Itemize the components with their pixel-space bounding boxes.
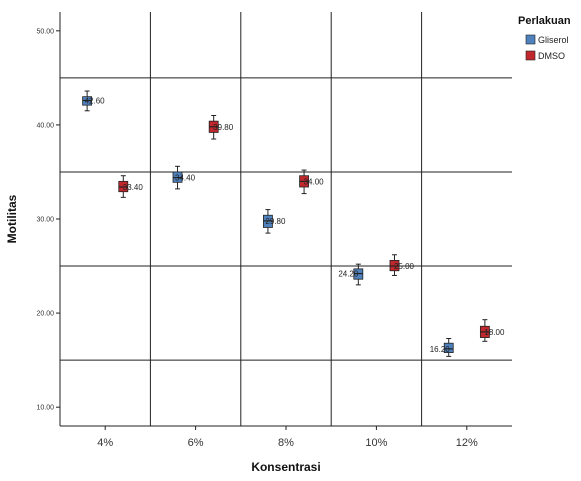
data-label: 16.20 [430,345,451,354]
box-gliserol-4pct [82,90,93,112]
y-tick-label: 10.00 [36,405,54,412]
box-dmso-12pct [479,319,490,342]
legend-swatch [525,50,536,61]
box-dmso-8pct [299,169,309,195]
box-gliserol-10pct [353,263,364,286]
x-axis-ticks: 4% 6% 8% 10% 12% [97,426,478,449]
box-body [443,342,454,354]
legend-title: Perlakuan [518,15,571,27]
y-axis-ticks: 10.00 20.00 30.00 40.00 50.00 [36,28,60,412]
x-axis-title: Konsentrasi [251,460,320,474]
legend-item-dmso: DMSO [525,50,565,61]
box-dmso-4pct [118,175,129,198]
x-tick-label: 8% [278,437,294,449]
x-tick-label: 6% [188,437,204,449]
data-label: 34.40 [175,174,196,183]
legend-label: Gliserol [538,35,569,45]
data-label: 42.60 [85,96,106,105]
legend: Perlakuan Gliserol DMSO [518,15,571,61]
x-tick-label: 10% [365,437,387,449]
box-gliserol-12pct [443,337,454,357]
grid-lines [60,12,512,426]
legend-swatch [525,34,536,45]
box-dmso-10pct [389,254,400,276]
y-tick-label: 20.00 [36,311,54,318]
data-label: 18.00 [484,328,505,337]
x-tick-label: 4% [97,437,113,449]
data-label: 24.20 [338,270,359,279]
box-marks [82,90,490,357]
legend-label: DMSO [538,51,565,61]
legend-item-gliserol: Gliserol [525,34,569,45]
y-tick-label: 40.00 [36,122,54,129]
x-tick-label: 12% [456,437,478,449]
data-label: 39.80 [213,123,234,132]
y-tick-label: 50.00 [36,28,54,35]
data-label: 29.80 [265,217,286,226]
box-gliserol-6pct [172,165,183,190]
plot-frame [59,12,512,427]
data-labels: 42.60 34.40 29.80 24.20 16.20 33.40 39.80 34.00… [85,96,505,353]
data-label: 34.00 [304,177,325,186]
box-dmso-6pct [208,115,219,140]
y-axis-title: Motilitas [5,194,19,243]
box-gliserol-8pct [263,209,273,234]
data-label: 33.40 [123,183,144,192]
data-label: 25.00 [394,262,415,271]
y-tick-label: 30.00 [36,217,54,224]
